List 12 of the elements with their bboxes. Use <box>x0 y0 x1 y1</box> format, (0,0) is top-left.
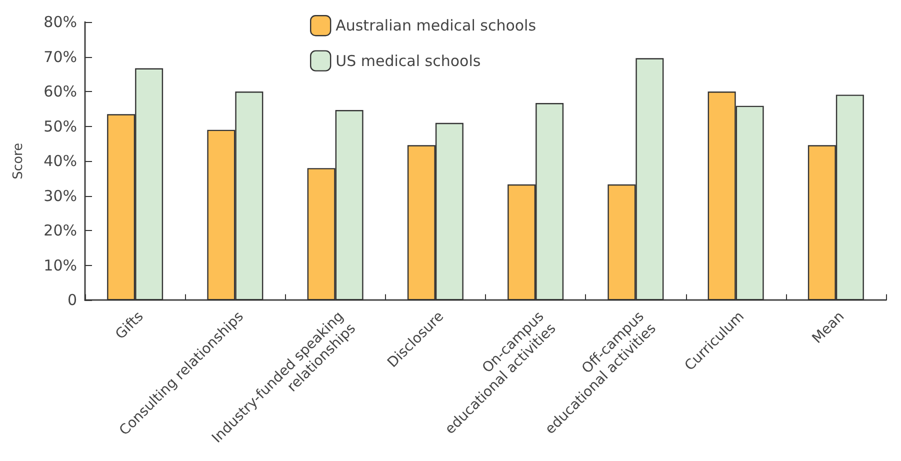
y-tick-label: 30% <box>44 186 77 205</box>
y-tick-label: 40% <box>44 152 77 170</box>
y-tick-label: 80% <box>44 13 77 31</box>
y-tick-label: 60% <box>44 82 77 101</box>
y-tick-label: 70% <box>44 48 77 66</box>
y-tick-label: 0 <box>67 291 77 310</box>
legend-label: US medical schools <box>336 52 481 70</box>
y-tick-label: 20% <box>44 222 77 240</box>
y-axis-title: Score <box>11 142 26 180</box>
y-tick-label: 50% <box>44 117 77 136</box>
y-tick-label: 10% <box>44 256 77 274</box>
legend-label: Australian medical schools <box>336 16 536 35</box>
